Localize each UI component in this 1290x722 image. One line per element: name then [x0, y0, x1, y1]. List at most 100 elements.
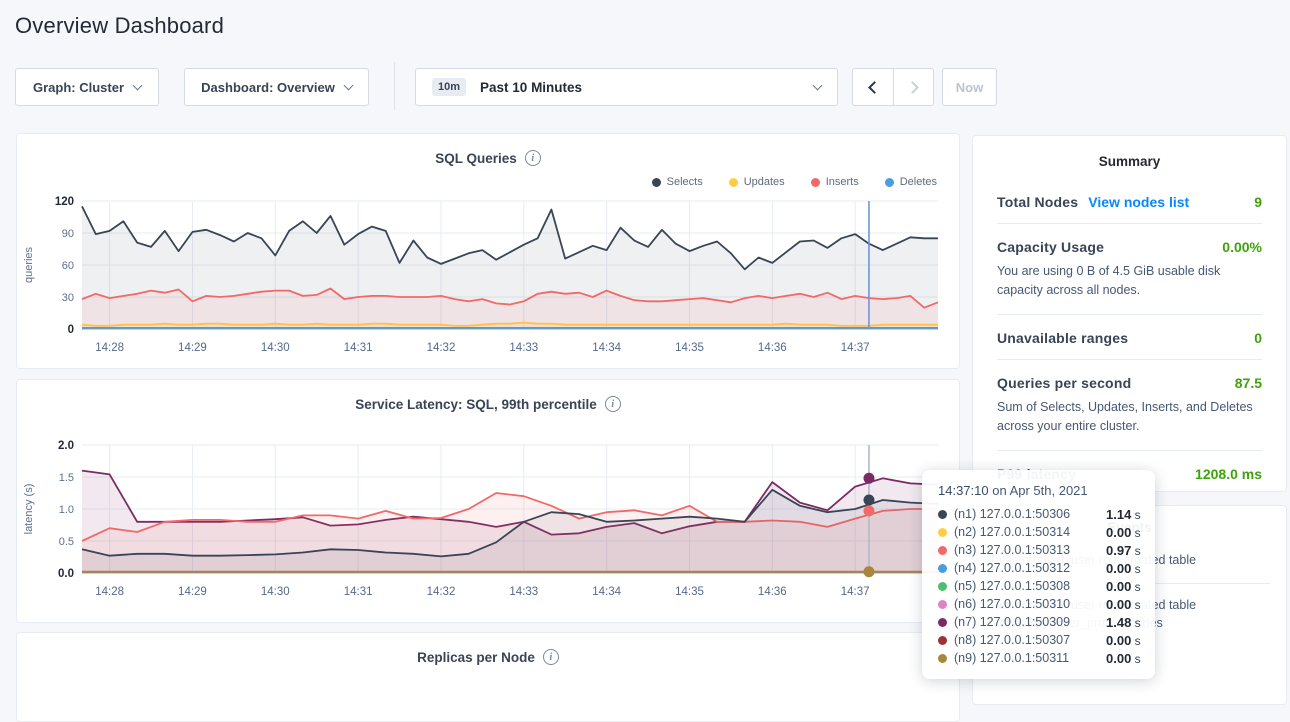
- sql-queries-legend: Selects Updates Inserts Deletes: [651, 176, 937, 188]
- summary-value: 9: [1254, 194, 1262, 210]
- svg-text:14:37: 14:37: [841, 586, 870, 598]
- summary-label: Unavailable ranges: [997, 329, 1129, 346]
- svg-text:0: 0: [68, 324, 74, 336]
- summary-label: Total Nodes: [997, 194, 1079, 210]
- svg-text:60: 60: [62, 260, 74, 272]
- time-prev-button[interactable]: [852, 68, 893, 106]
- now-button[interactable]: Now: [942, 68, 997, 106]
- svg-text:120: 120: [55, 196, 74, 208]
- tooltip-node-label: (n8) 127.0.0.1:50307: [954, 633, 1071, 647]
- tooltip-node-value: 0.00 s: [1106, 524, 1141, 540]
- svg-text:queries: queries: [23, 246, 35, 283]
- graph-dropdown[interactable]: Graph: Cluster: [15, 68, 159, 106]
- tooltip-node-label: (n3) 127.0.0.1:50313: [954, 543, 1071, 557]
- view-nodes-list-link[interactable]: View nodes list: [1088, 194, 1190, 210]
- svg-text:14:35: 14:35: [675, 586, 704, 598]
- summary-row-capacity-usage: Capacity Usage 0.00% You are using 0 B o…: [997, 223, 1262, 314]
- tooltip-timestamp: 14:37:10 on Apr 5th, 2021: [938, 483, 1139, 498]
- svg-text:14:28: 14:28: [95, 342, 124, 354]
- tooltip-row: (n7) 127.0.0.1:50309 1.48 s: [938, 613, 1141, 631]
- info-icon[interactable]: i: [542, 649, 559, 665]
- chart-hover-tooltip: 14:37:10 on Apr 5th, 2021 (n1) 127.0.0.1…: [922, 470, 1155, 679]
- chevron-down-icon: [132, 80, 143, 90]
- page-title: Overview Dashboard: [15, 13, 225, 38]
- dashboard-dropdown-label: Dashboard: Overview: [201, 79, 335, 95]
- tooltip-node-label: (n4) 127.0.0.1:50312: [954, 561, 1071, 575]
- svg-text:1.0: 1.0: [59, 504, 74, 516]
- tooltip-node-label: (n1) 127.0.0.1:50306: [954, 507, 1071, 521]
- tooltip-node-label: (n6) 127.0.0.1:50310: [954, 597, 1071, 611]
- summary-heading: Summary: [1098, 154, 1161, 169]
- legend-dot-icon: [884, 177, 894, 187]
- sql-queries-chart[interactable]: 14:28 14:29 14:30 14:31 14:32 14:33 14:34 14:35…: [18, 189, 958, 361]
- series-dot-icon: [938, 653, 947, 663]
- chevron-down-icon: [812, 80, 823, 90]
- summary-row-total-nodes: Total Nodes View nodes list 9: [997, 179, 1262, 223]
- summary-row-unavailable-ranges: Unavailable ranges 0: [997, 313, 1262, 359]
- legend-dot-icon: [728, 177, 738, 187]
- info-icon[interactable]: i: [604, 396, 621, 412]
- series-dot-icon: [938, 509, 947, 519]
- tooltip-row: (n3) 127.0.0.1:50313 0.97 s: [938, 541, 1141, 559]
- service-latency-title: Service Latency: SQL, 99th percentile: [355, 396, 597, 412]
- summary-value: 87.5: [1234, 374, 1262, 391]
- svg-text:14:31: 14:31: [344, 586, 373, 598]
- svg-text:14:36: 14:36: [758, 342, 787, 354]
- time-nav-group: [852, 68, 934, 106]
- tooltip-time: 14:37:10: [938, 483, 989, 498]
- svg-text:latency (s): latency (s): [23, 484, 35, 535]
- replicas-per-node-panel: Replicas per Node i: [16, 632, 960, 722]
- tooltip-node-label: (n7) 127.0.0.1:50309: [954, 615, 1071, 629]
- time-range-picker[interactable]: 10m Past 10 Minutes: [415, 68, 838, 106]
- summary-value: 1208.0 ms: [1195, 465, 1262, 482]
- tooltip-node-value: 0.00 s: [1106, 560, 1141, 576]
- tooltip-row: (n8) 127.0.0.1:50307 0.00 s: [938, 631, 1141, 649]
- graph-dropdown-label: Graph: Cluster: [32, 79, 124, 95]
- series-dot-icon: [938, 563, 947, 573]
- svg-text:14:28: 14:28: [95, 586, 124, 598]
- dashboard-dropdown[interactable]: Dashboard: Overview: [184, 68, 369, 106]
- series-dot-icon: [938, 581, 947, 591]
- legend-item: Updates: [728, 176, 785, 188]
- service-latency-chart[interactable]: 14:28 14:29 14:30 14:31 14:32 14:33 14:34 14:35…: [18, 433, 958, 605]
- tooltip-node-label: (n5) 127.0.0.1:50308: [954, 579, 1071, 593]
- sql-queries-title: SQL Queries: [435, 150, 517, 166]
- series-dot-icon: [938, 527, 947, 537]
- svg-text:90: 90: [62, 228, 74, 240]
- summary-label: Capacity Usage: [997, 239, 1105, 255]
- summary-panel: Summary Total Nodes View nodes list 9 Ca…: [972, 135, 1287, 492]
- replicas-per-node-title: Replicas per Node: [417, 649, 535, 665]
- info-icon[interactable]: i: [524, 150, 541, 166]
- svg-text:14:34: 14:34: [592, 586, 621, 598]
- tooltip-row: (n2) 127.0.0.1:50314 0.00 s: [938, 523, 1141, 541]
- time-range-label: Past 10 Minutes: [480, 79, 583, 95]
- tooltip-node-value: 1.14 s: [1106, 506, 1141, 522]
- series-dot-icon: [938, 635, 947, 645]
- tooltip-node-value: 0.97 s: [1106, 542, 1141, 558]
- chevron-left-icon: [868, 80, 881, 94]
- tooltip-row: (n1) 127.0.0.1:50306 1.14 s: [938, 505, 1141, 523]
- series-dot-icon: [938, 545, 947, 555]
- tooltip-row: (n9) 127.0.0.1:50311 0.00 s: [938, 649, 1141, 667]
- svg-text:14:30: 14:30: [261, 342, 290, 354]
- svg-text:14:29: 14:29: [178, 342, 207, 354]
- legend-label: Selects: [666, 176, 703, 188]
- sql-queries-panel: SQL Queries i Selects Updates Inserts Delet…: [16, 133, 960, 369]
- summary-value: 0: [1254, 329, 1262, 346]
- controls-divider: [394, 62, 395, 110]
- svg-text:14:30: 14:30: [261, 586, 290, 598]
- summary-value: 0.00%: [1222, 239, 1262, 255]
- svg-text:30: 30: [62, 292, 74, 304]
- tooltip-node-value: 0.00 s: [1106, 578, 1141, 594]
- time-range-badge: 10m: [432, 78, 467, 96]
- tooltip-row: (n6) 127.0.0.1:50310 0.00 s: [938, 595, 1141, 613]
- svg-text:14:32: 14:32: [427, 586, 456, 598]
- time-next-button[interactable]: [893, 68, 934, 106]
- legend-label: Updates: [743, 176, 785, 188]
- tooltip-date: on Apr 5th, 2021: [988, 483, 1088, 498]
- svg-text:14:31: 14:31: [344, 342, 373, 354]
- legend-label: Inserts: [825, 176, 859, 188]
- svg-text:14:35: 14:35: [675, 342, 704, 354]
- legend-item: Selects: [651, 176, 703, 188]
- svg-text:0.0: 0.0: [58, 568, 74, 580]
